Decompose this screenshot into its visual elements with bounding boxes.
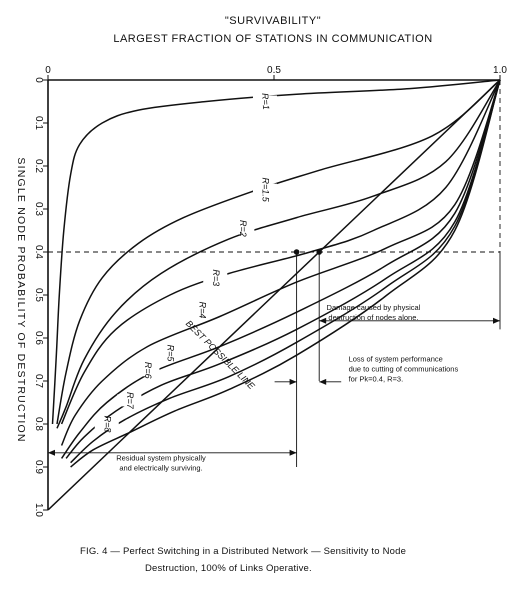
series-label-bg <box>203 271 228 284</box>
series-label-bg <box>252 95 277 108</box>
series-label-r-1: R=1 <box>260 93 271 110</box>
x-tick-label: 1.0 <box>493 65 507 76</box>
annotation-damage-line: destruction of nodes alone. <box>328 313 418 322</box>
curve-r-5 <box>60 79 501 459</box>
x-tick-label: 0 <box>45 65 51 76</box>
arrow-head <box>289 449 297 456</box>
x-tick-label: 0.5 <box>267 65 281 76</box>
y-tick-label: 0.8 <box>33 417 44 431</box>
y-tick-label: 0.7 <box>33 374 44 388</box>
y-tick-label: 0.1 <box>33 116 44 130</box>
series-label-r-6: R=6 <box>143 362 153 379</box>
arrow-head <box>493 317 500 324</box>
curve-r-1-5 <box>56 79 501 425</box>
intersection-marker <box>293 249 300 255</box>
y-tick-label: 1.0 <box>33 503 44 517</box>
curve-r-7 <box>70 79 501 464</box>
caption-line-1: FIG. 4 — Perfect Switching in a Distribu… <box>80 546 406 557</box>
series-label-bg <box>158 347 183 360</box>
y-tick-label: 0.2 <box>33 159 44 173</box>
series-label-r-2: R=2 <box>238 220 248 237</box>
y-tick-label: 0.5 <box>33 288 44 302</box>
annotation-loss-line: due to cutting of communications <box>349 365 459 374</box>
series-label-r-4: R=4 <box>197 302 207 319</box>
series-label-r-5: R=5 <box>166 345 176 363</box>
y-axis-label: SINGLE NODE PROBABILITY OF DESTRUCTION <box>15 157 27 442</box>
series-label-bg <box>94 418 119 430</box>
curve-r-4 <box>60 79 501 446</box>
series-label-r-3: R=3 <box>211 269 221 286</box>
arrow-head <box>48 449 55 456</box>
series-label-r-7: R=7 <box>125 392 135 410</box>
curve-r-3 <box>60 79 501 425</box>
series-label-bg <box>230 222 255 235</box>
arrow-head <box>319 317 327 324</box>
y-tick-label: 0.9 <box>33 460 44 474</box>
chart-title: "SURVIVABILITY" <box>225 15 321 27</box>
y-tick-label: 0.6 <box>33 331 44 345</box>
annotation-loss-line: Loss of system performance <box>349 355 443 364</box>
series-label-bg <box>252 183 277 196</box>
intersection-marker <box>316 249 323 255</box>
arrow-head <box>319 378 327 385</box>
caption-line-2: Destruction, 100% of Links Operative. <box>145 563 312 574</box>
series-label-bg <box>117 394 142 407</box>
annotation-loss-line: for Pk=0.4, R=3. <box>349 375 404 384</box>
curve-r-8 <box>70 79 501 468</box>
series-label-bg <box>135 364 160 377</box>
curve-r-1 <box>51 79 501 425</box>
chart-subtitle: LARGEST FRACTION OF STATIONS IN COMMUNIC… <box>113 33 432 45</box>
curve-r-2 <box>56 79 501 429</box>
y-tick-label: 0.3 <box>33 202 44 216</box>
y-tick-label: 0.4 <box>33 245 44 259</box>
annotation-residual-line: Residual system physically <box>116 454 206 463</box>
arrow-head <box>289 378 297 385</box>
annotation-damage-line: Damage caused by physical <box>327 303 421 312</box>
curve-best-possible-line <box>47 79 501 511</box>
series-label-r-1-5: R=1.5 <box>261 178 271 203</box>
series-label-bg <box>189 304 214 317</box>
y-tick-label: 0 <box>33 77 44 83</box>
annotation-residual-line: and electrically surviving. <box>119 464 202 473</box>
series-label-r-8: R=8 <box>102 416 112 433</box>
